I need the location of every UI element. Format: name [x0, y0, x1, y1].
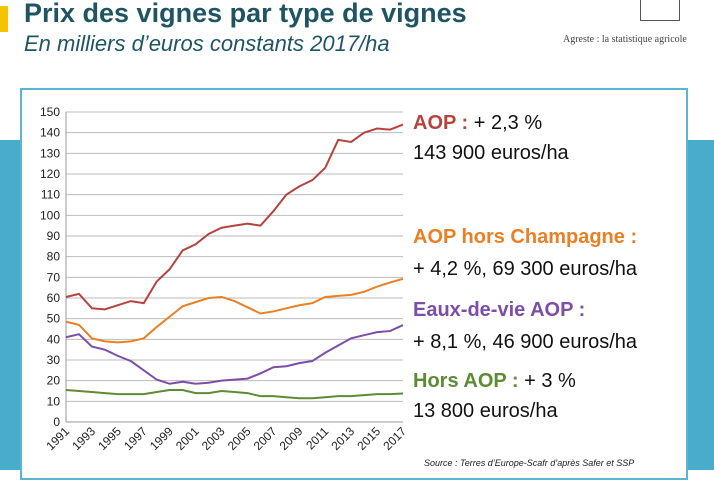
x-tick-label: 2017: [380, 424, 409, 453]
series-name: AOP :: [413, 112, 469, 134]
y-tick-label: 90: [47, 229, 61, 243]
y-tick-label: 130: [40, 146, 60, 160]
left-band: [0, 140, 20, 470]
y-tick-label: 110: [41, 188, 60, 202]
source-note: Source : Terres d’Europe-Scafr d’après S…: [424, 458, 635, 468]
y-tick-label: 0: [53, 415, 60, 429]
y-tick-label: 10: [47, 394, 61, 408]
x-tick-label: 2001: [173, 424, 202, 453]
y-tick-label: 40: [47, 332, 61, 346]
annotation-value: + 8,1 %, 46 900 euros/ha: [413, 331, 638, 353]
series-name: AOP hors Champagne :: [413, 226, 638, 248]
right-band: [688, 140, 714, 470]
x-tick-label: 2005: [225, 424, 254, 453]
annotation-heading: Eaux-de-vie AOP :: [413, 299, 585, 322]
x-tick-label: 2011: [303, 424, 331, 452]
x-tick-label: 1991: [43, 424, 72, 453]
y-tick-label: 100: [40, 208, 60, 222]
y-tick-label: 150: [40, 105, 60, 119]
series-line-0: [65, 123, 404, 311]
annotation-heading: AOP : + 2,3 %: [413, 112, 542, 135]
annotation-value: 13 800 euros/ha: [413, 400, 558, 422]
page-subtitle: En milliers d’euros constants 2017/ha: [24, 31, 390, 56]
x-tick-label: 1993: [69, 424, 98, 453]
annotation-value: + 4,2 %, 69 300 euros/ha: [413, 258, 638, 280]
annotation-value: 143 900 euros/ha: [413, 142, 569, 164]
series-line-2: [65, 324, 404, 385]
x-tick-label: 1995: [95, 424, 124, 453]
y-tick-label: 60: [47, 291, 61, 305]
series-line-3: [65, 388, 404, 400]
x-tick-label: 2007: [251, 424, 280, 453]
x-tick-label: 2009: [277, 424, 306, 453]
series-line-1: [65, 277, 404, 344]
agency-label: Agreste : la statistique agricole: [563, 34, 687, 45]
series-name: Hors AOP :: [413, 370, 519, 392]
y-tick-label: 80: [47, 250, 61, 264]
y-tick-label: 50: [47, 312, 61, 326]
page-title: Prix des vignes par type de vignes: [24, 0, 467, 28]
annotation-heading: AOP hors Champagne :: [413, 226, 637, 249]
growth-rate: + 2,3 %: [468, 112, 543, 134]
x-tick-label: 2015: [354, 424, 383, 453]
x-tick-label: 2013: [328, 424, 357, 453]
growth-rate: + 3 %: [518, 370, 576, 392]
annotation-heading: Hors AOP : + 3 %: [413, 370, 576, 393]
x-tick-label: 1997: [121, 424, 150, 453]
y-tick-label: 20: [47, 374, 61, 388]
y-tick-label: 70: [47, 270, 61, 284]
series-name: Eaux-de-vie AOP :: [413, 299, 586, 321]
ministry-logo: [640, 0, 680, 21]
y-tick-label: 140: [40, 126, 60, 140]
title-accent: [0, 6, 8, 32]
x-tick-label: 1999: [147, 424, 176, 453]
x-tick-label: 2003: [199, 424, 228, 453]
y-tick-label: 120: [40, 167, 60, 181]
y-tick-label: 30: [47, 353, 61, 367]
